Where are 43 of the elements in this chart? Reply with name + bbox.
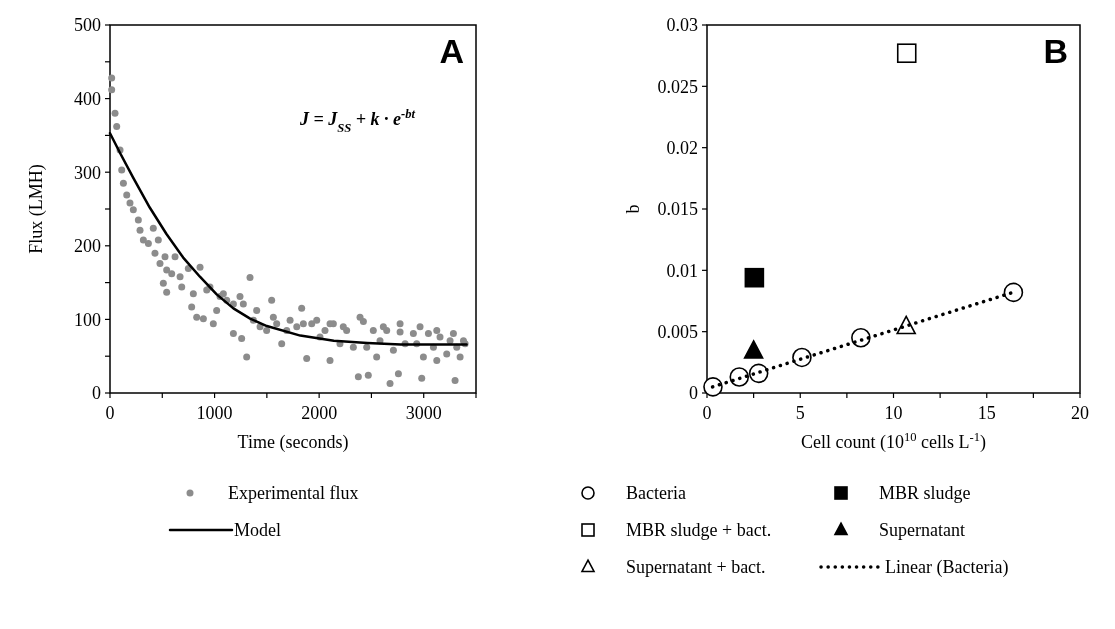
x-axis-title: Cell count (10$^{10}$ cells L$^{-1}$) [800, 430, 987, 453]
legend-label: MBR sludge [879, 483, 971, 504]
x-tick-label: 20 [1071, 403, 1089, 423]
x-tick-label: 0 [105, 403, 115, 423]
y-tick-label: 400 [74, 88, 101, 109]
x-tick-label: 5 [795, 403, 805, 423]
point [744, 267, 765, 288]
y-tick-label: 0.015 [657, 199, 698, 220]
x-tick-label: 15 [977, 403, 996, 423]
x-tick-label: 0 [702, 403, 712, 423]
y-tick-label: 0.025 [657, 76, 698, 97]
y-tick-label: 0.01 [666, 260, 698, 281]
point [1003, 282, 1024, 303]
point [896, 43, 917, 64]
x-tick-label: 1000 [196, 403, 233, 423]
annotation: J = J$_{SS}$ + k · e$^{-bt}$ [299, 107, 416, 135]
legend-label: MBR sludge + bact. [626, 520, 772, 541]
x-axis-title: Time (seconds) [237, 432, 349, 453]
legend-label: Experimental flux [228, 483, 359, 504]
x-tick-label: 10 [884, 403, 903, 423]
y-tick-label: 300 [74, 162, 101, 183]
y-tick-label: 0.03 [666, 15, 698, 36]
legend-label: Model [234, 520, 281, 541]
x-tick-label: 3000 [405, 403, 442, 423]
legend-label: Linear (Bacteria) [885, 557, 1009, 579]
annotation: A [439, 32, 464, 70]
annotation: B [1043, 32, 1068, 70]
y-tick-label: 500 [74, 15, 101, 36]
y-axis-title: b [623, 204, 643, 214]
y-tick-label: 0.02 [666, 137, 698, 158]
y-tick-label: 0 [92, 383, 101, 404]
y-tick-label: 0 [689, 383, 698, 404]
legend-label: Bacteria [626, 483, 686, 504]
point [743, 340, 764, 359]
y-tick-label: 200 [74, 236, 101, 257]
y-tick-label: 100 [74, 309, 101, 330]
legend-label: Supernatant [879, 520, 965, 541]
y-tick-label: 0.005 [657, 321, 698, 342]
legend-label: Supernatant + bact. [626, 557, 766, 578]
y-axis-title: Flux (LMH) [26, 164, 47, 254]
point [703, 377, 723, 397]
point [792, 347, 812, 368]
x-tick-label: 2000 [301, 403, 338, 423]
